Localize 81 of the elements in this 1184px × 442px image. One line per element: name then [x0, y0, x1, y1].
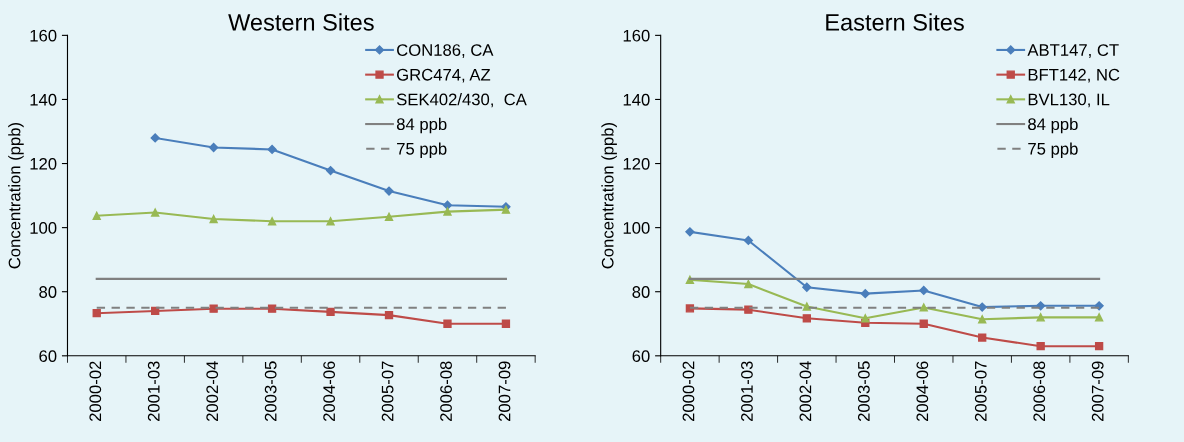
x-tick-label: 2006-08: [440, 361, 452, 421]
y-tick-label: 120: [623, 157, 650, 170]
legend-label: CON186, CA: [397, 44, 494, 58]
point: [209, 214, 218, 224]
x-tick-label: 2005-07: [381, 361, 394, 421]
legend-label: GRC474, AZ: [397, 68, 491, 83]
legend-label: ABT147, CT: [1027, 44, 1119, 58]
y-tick-label: 60: [39, 350, 57, 363]
x-tick-label: 2003-05: [264, 361, 277, 421]
x-tick-label: 2005-07: [974, 361, 987, 421]
legend-label: BFT142, NC: [1028, 68, 1120, 83]
legend-label: 75 ppb: [1028, 142, 1078, 159]
legend-label: SEK402/430, CA: [396, 93, 527, 108]
point: [267, 304, 277, 313]
x-tick-label: 2001-03: [741, 361, 753, 421]
point: [743, 235, 753, 246]
point: [744, 279, 753, 289]
point: [802, 282, 812, 292]
point: [1036, 342, 1045, 351]
point: [384, 186, 394, 196]
legend-label: 84 ppb: [396, 117, 447, 134]
y-tick-label: 140: [30, 93, 57, 106]
point: [919, 319, 928, 328]
x-tick-label: 2002-04: [799, 361, 812, 421]
x-tick-label: 2006-08: [1033, 361, 1046, 421]
chart-title: Western Sites: [228, 13, 374, 31]
point: [92, 211, 101, 220]
x-tick-label: 2003-05: [857, 361, 870, 421]
point: [1094, 313, 1104, 322]
y-tick-label: 80: [632, 286, 650, 298]
y-tick-label: 160: [30, 29, 57, 42]
point: [919, 285, 929, 296]
x-tick-label: 2000-02: [89, 361, 102, 421]
point: [151, 208, 160, 217]
y-axis-title: Concentration (ppb): [8, 122, 24, 269]
point: [1036, 313, 1045, 322]
y-tick-label: 140: [623, 93, 650, 106]
point: [384, 310, 394, 320]
point: [326, 217, 335, 226]
x-tick-label: 2004-06: [323, 361, 336, 421]
x-tick-label: 2000-02: [682, 361, 695, 421]
y-tick-label: 160: [623, 29, 650, 42]
x-tick-label: 2002-04: [206, 361, 219, 421]
point: [860, 289, 870, 299]
legend-label: 75 ppb: [397, 142, 447, 159]
y-tick-label: 120: [30, 157, 57, 170]
point: [861, 314, 870, 323]
point: [802, 314, 811, 323]
point: [267, 217, 277, 226]
legend-label: BVL130, IL: [1028, 93, 1110, 108]
point: [978, 333, 987, 342]
point: [977, 302, 987, 312]
x-tick-label: 2007-09: [498, 361, 511, 421]
point: [685, 227, 695, 237]
point: [325, 165, 336, 176]
chart-title: Eastern Sites: [826, 13, 964, 31]
y-tick-label: 60: [632, 350, 650, 363]
legend-label: 84 ppb: [1028, 117, 1078, 134]
point: [209, 142, 219, 153]
y-axis-title: Concentration (ppb): [601, 122, 617, 269]
point: [443, 319, 452, 328]
point: [1094, 342, 1104, 351]
y-tick-label: 100: [30, 222, 57, 234]
point: [326, 307, 335, 317]
point: [978, 315, 987, 324]
x-tick-label: 2007-09: [1091, 361, 1104, 421]
point: [442, 200, 453, 210]
point: [919, 303, 928, 312]
point: [209, 304, 218, 313]
point: [501, 319, 511, 328]
y-tick-label: 100: [623, 222, 650, 234]
point: [267, 144, 277, 155]
x-tick-label: 2001-03: [147, 361, 160, 421]
point: [384, 212, 394, 221]
point: [802, 302, 811, 311]
point: [150, 133, 160, 143]
x-tick-label: 2004-06: [916, 361, 929, 421]
point: [1036, 301, 1046, 311]
point: [92, 309, 101, 318]
y-tick-label: 80: [39, 286, 57, 298]
point: [443, 207, 452, 216]
